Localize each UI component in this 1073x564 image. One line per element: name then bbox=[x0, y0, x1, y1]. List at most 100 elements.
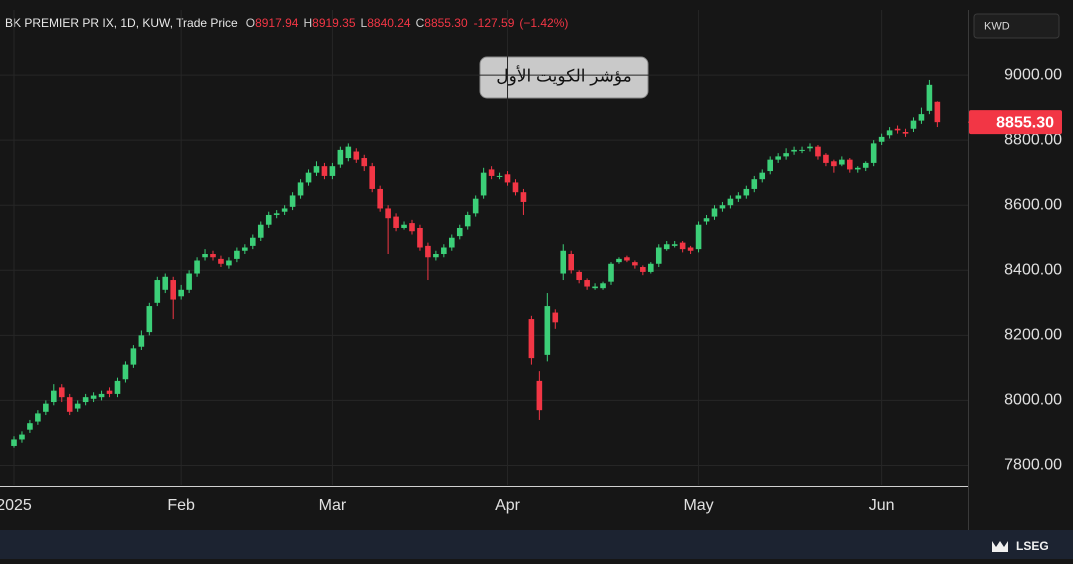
candle-body bbox=[74, 403, 81, 409]
candle-body bbox=[353, 151, 360, 160]
candle-body bbox=[504, 174, 511, 183]
candle-body bbox=[289, 195, 296, 207]
candle-body bbox=[568, 254, 574, 271]
candle-body bbox=[472, 198, 479, 214]
candle-body bbox=[242, 247, 248, 251]
candle-body bbox=[512, 182, 519, 193]
candle-body bbox=[19, 434, 25, 440]
candle-body bbox=[58, 387, 65, 398]
currency-box[interactable] bbox=[973, 13, 1060, 39]
candle-body bbox=[536, 380, 543, 411]
ohlc-value: 8917.94 bbox=[255, 16, 299, 30]
candle-body bbox=[687, 247, 694, 251]
ohlc-value: 8855.30 bbox=[424, 16, 468, 30]
candle-body bbox=[226, 260, 232, 266]
candle-body bbox=[831, 161, 837, 167]
candle-body bbox=[433, 254, 439, 258]
candle-body bbox=[823, 154, 829, 163]
candle-body bbox=[449, 237, 455, 248]
candle-body bbox=[265, 214, 272, 225]
candle-body bbox=[313, 166, 320, 173]
candle-body bbox=[695, 224, 702, 250]
x-tick-label: 2025 bbox=[0, 497, 32, 514]
candle-body bbox=[854, 167, 861, 170]
ohlc-label: O bbox=[246, 16, 255, 30]
candle-body bbox=[775, 156, 781, 160]
candle-body bbox=[321, 166, 328, 176]
candle-body bbox=[552, 312, 559, 323]
candle-body bbox=[934, 101, 941, 123]
x-tick-label: Jun bbox=[869, 497, 895, 514]
candle-body bbox=[544, 306, 551, 355]
candle-body bbox=[799, 149, 805, 151]
candle-body bbox=[878, 136, 885, 142]
annotation: مؤشر الكويت الأول bbox=[496, 65, 631, 86]
candle-body bbox=[528, 319, 535, 359]
candle-body bbox=[862, 162, 869, 168]
candle-body bbox=[600, 283, 606, 289]
candle-body bbox=[425, 245, 431, 258]
candle-body bbox=[82, 397, 89, 403]
ohlc-value: 8840.24 bbox=[367, 16, 411, 30]
candle-body bbox=[51, 390, 57, 403]
candle-body bbox=[11, 439, 17, 446]
ohlc-label: H bbox=[303, 16, 312, 30]
candle-body bbox=[839, 159, 845, 165]
candle-body bbox=[202, 254, 208, 258]
candle-body bbox=[257, 224, 264, 238]
candle-body bbox=[170, 280, 176, 300]
last-price-label: 8855.30 bbox=[996, 114, 1054, 131]
candle-body bbox=[98, 393, 105, 398]
candle-body bbox=[894, 128, 901, 131]
candle-body bbox=[743, 188, 750, 196]
candle-body bbox=[815, 146, 821, 157]
candle-body bbox=[663, 244, 670, 250]
candle-body bbox=[154, 280, 161, 303]
candle-body bbox=[592, 286, 598, 289]
candle-body bbox=[759, 172, 766, 180]
x-tick-label: Mar bbox=[319, 497, 347, 514]
currency: KWD bbox=[984, 20, 1010, 32]
candle-body bbox=[186, 273, 192, 290]
candle-body bbox=[886, 130, 893, 136]
candle-body bbox=[926, 84, 933, 111]
candle-body bbox=[735, 195, 742, 199]
candle-body bbox=[456, 227, 463, 237]
candle-body bbox=[910, 120, 917, 129]
candle-body bbox=[767, 159, 773, 172]
candle-body bbox=[210, 254, 216, 258]
candle-body bbox=[727, 198, 734, 206]
candle-body bbox=[584, 280, 590, 287]
candle-body bbox=[640, 267, 646, 272]
candle-body bbox=[369, 166, 375, 189]
candle-body bbox=[138, 335, 145, 347]
candle-body bbox=[106, 390, 113, 394]
candle-body bbox=[130, 348, 137, 365]
candle-body bbox=[297, 182, 304, 196]
candle-body bbox=[250, 237, 256, 246]
candle-body bbox=[393, 216, 399, 228]
candle-body bbox=[648, 263, 654, 272]
candle-body bbox=[361, 158, 368, 167]
change-pct: (−1.42%) bbox=[519, 16, 568, 30]
candle-body bbox=[66, 397, 73, 412]
y-tick-label: 8800.00 bbox=[1004, 131, 1062, 148]
candle-body bbox=[496, 175, 503, 177]
candle-body bbox=[520, 192, 527, 202]
change: -127.59 bbox=[474, 16, 515, 30]
annotation-box bbox=[479, 56, 649, 99]
last-price-box bbox=[969, 110, 1062, 135]
y-tick-label: 8400.00 bbox=[1004, 261, 1062, 278]
candle-body bbox=[401, 224, 407, 228]
title: BK PREMIER PR IX, 1D, KUW, Trade Price bbox=[5, 16, 238, 30]
y-tick-label: 8200.00 bbox=[1004, 327, 1062, 344]
candle-body bbox=[345, 146, 352, 159]
candle-body bbox=[902, 132, 909, 134]
candle-body bbox=[146, 306, 153, 333]
ohlc-label: C bbox=[416, 16, 425, 30]
candle-body bbox=[337, 149, 344, 165]
ohlc-label: L bbox=[361, 16, 368, 30]
candle-body bbox=[377, 188, 383, 209]
